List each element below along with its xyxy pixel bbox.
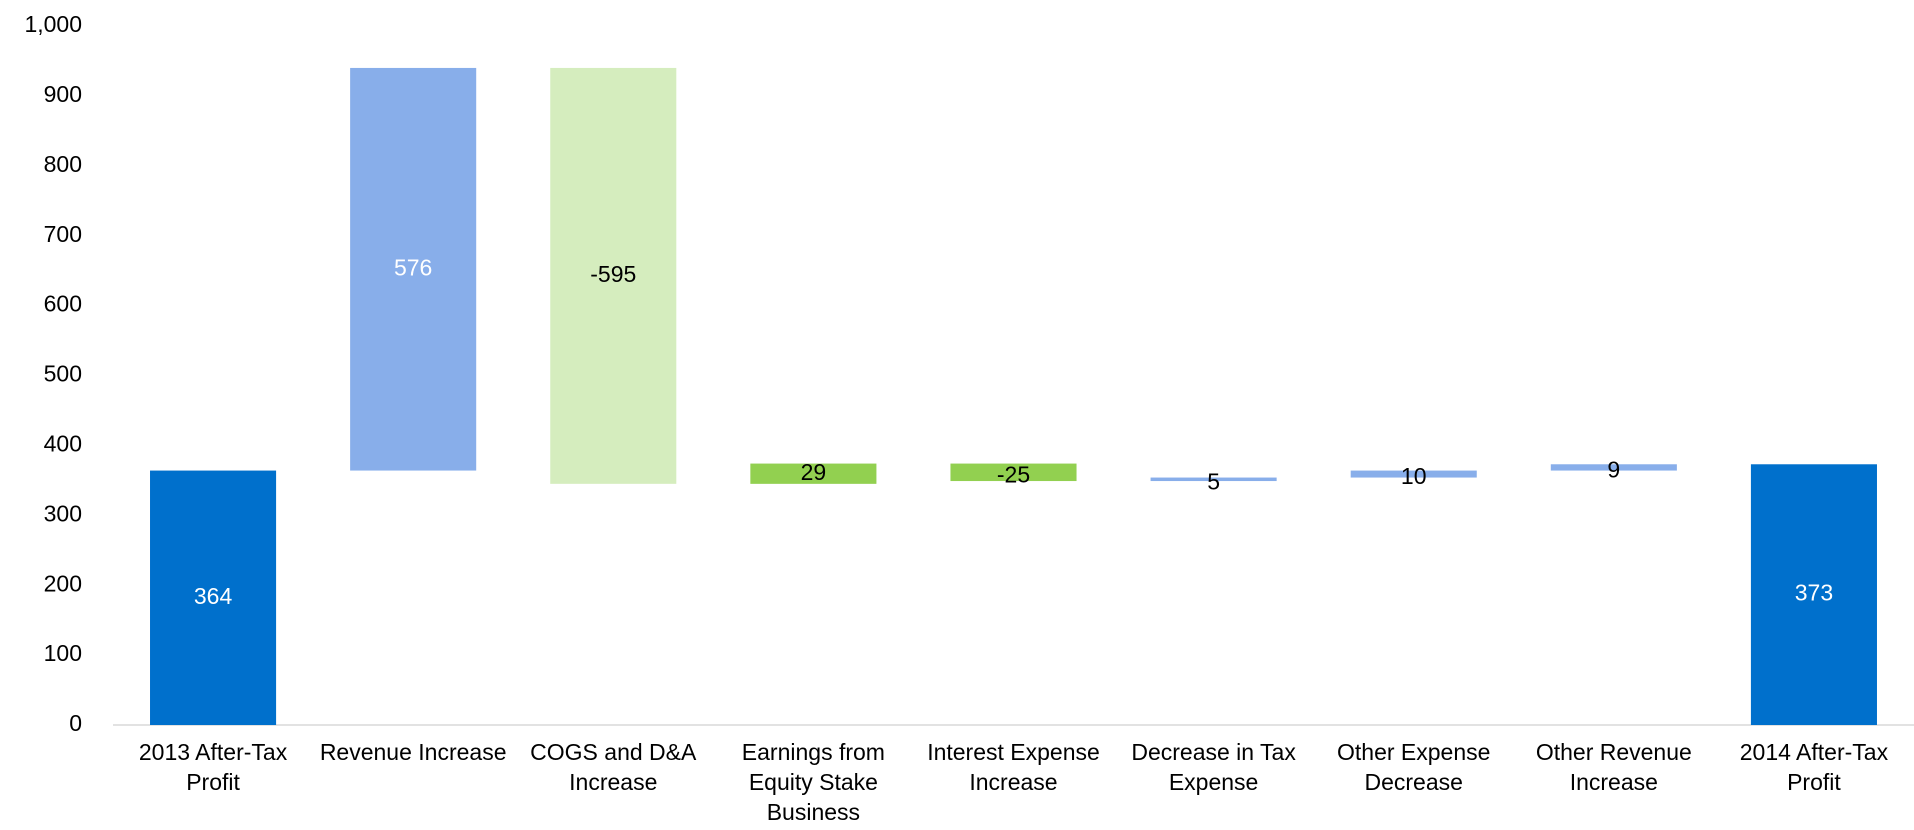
data-label: -595 [590,261,636,287]
bar [350,67,477,471]
x-tick-label: Other Expense Decrease [1337,739,1491,795]
y-tick-label: 1,000 [24,11,82,37]
data-label: 373 [1795,580,1833,606]
bar [550,67,677,484]
y-tick-label: 400 [44,430,82,456]
bar [1550,464,1677,471]
data-label: 364 [194,583,233,609]
y-tick-label: 300 [44,500,82,526]
y-tick-label: 900 [44,81,82,107]
y-tick-label: 100 [44,640,82,666]
x-tick-label: Other Revenue Increase [1535,739,1692,795]
data-label: -25 [997,461,1030,487]
bar [750,463,877,484]
x-tick-label: Earnings from Equity Stake Business [741,739,885,825]
data-label: 10 [1401,463,1427,489]
y-tick-label: 0 [69,710,82,736]
bar [1750,464,1877,725]
y-tick-label: 500 [44,361,82,387]
bar [950,463,1077,482]
x-tick-label: 2014 After-Tax Profit [1739,739,1889,795]
y-tick-label: 700 [44,221,82,247]
bar [150,470,277,725]
x-tick-label: Interest Expense Increase [927,739,1100,795]
bar [1350,470,1477,478]
y-tick-label: 800 [44,151,82,177]
data-label: 29 [801,459,827,485]
y-tick-label: 200 [44,570,82,596]
y-tick-label: 600 [44,291,82,317]
x-tick-label: Decrease in Tax Expense [1131,739,1296,795]
x-tick-label: 2013 After-Tax Profit [138,739,288,795]
data-label: 9 [1607,456,1620,482]
data-label: 5 [1207,468,1220,494]
bar [1150,477,1277,482]
data-label: 576 [394,254,432,280]
x-tick-label: COGS and D&A Increase [530,739,697,795]
x-tick-label: Revenue Increase [319,739,507,765]
